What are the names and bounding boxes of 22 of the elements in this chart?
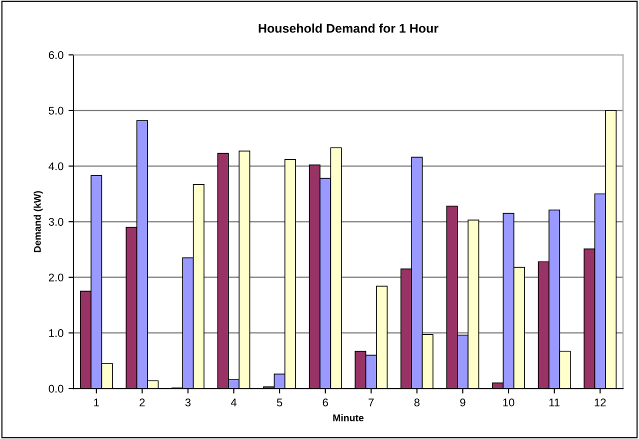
y-tick-label: 3.0 xyxy=(48,218,64,226)
y-tick-label: 2.0 xyxy=(48,274,64,282)
x-tick-label: 6 xyxy=(322,398,328,406)
y-tick-label: 1.0 xyxy=(49,329,64,338)
y-tick-label: 6.0 xyxy=(48,51,64,60)
x-tick-label: 8 xyxy=(414,398,420,406)
y-tick-label: 0.0 xyxy=(48,384,64,393)
y-tick-label: 4.0 xyxy=(48,162,64,170)
chart-title: Household Demand for 1 Hour xyxy=(258,24,438,33)
x-tick-label: 12 xyxy=(594,398,606,406)
x-tick-label: 10 xyxy=(503,398,514,406)
x-tick-label: 3 xyxy=(185,398,191,406)
x-tick-label: 11 xyxy=(549,398,560,406)
x-tick-label: 9 xyxy=(460,398,466,406)
x-tick-label: 2 xyxy=(140,398,145,406)
x-tick-label: 4 xyxy=(230,398,237,406)
x-tick-label: 1 xyxy=(94,398,99,406)
y-tick-label: 5.0 xyxy=(48,106,64,115)
y-axis-title: Demand (kW) xyxy=(34,191,43,252)
x-tick-label: 7 xyxy=(368,398,374,406)
x-tick-label: 5 xyxy=(276,398,282,406)
x-axis-title: Minute xyxy=(333,414,364,422)
